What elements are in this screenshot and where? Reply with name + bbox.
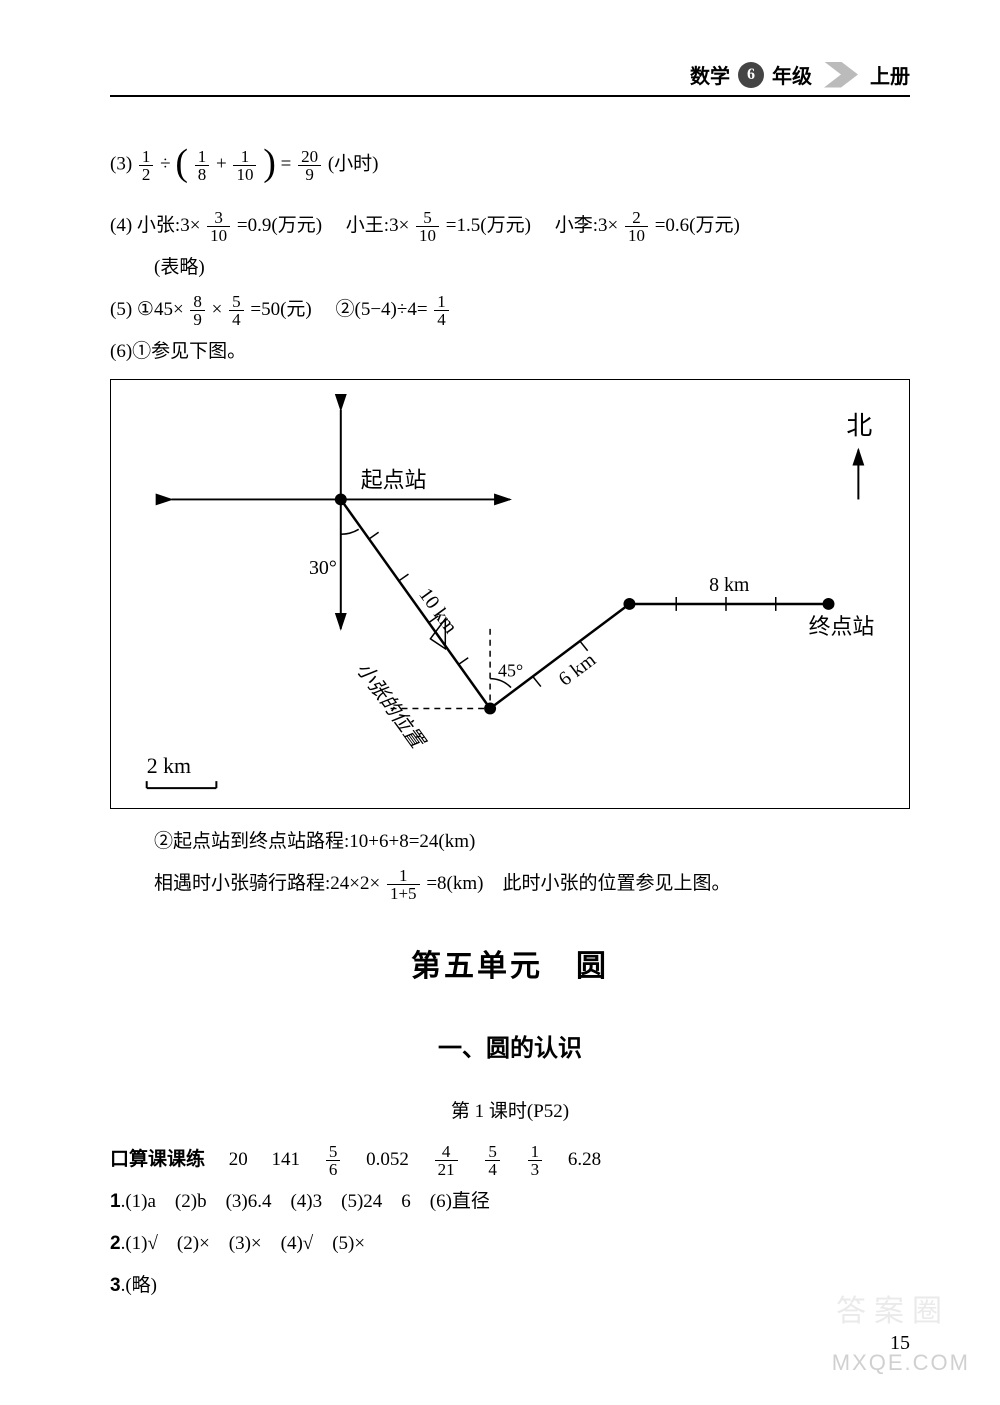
prob-2: 2.(1)√ (2)× (3)× (4)√ (5)× <box>110 1225 910 1263</box>
svg-text:小张的位置: 小张的位置 <box>352 659 429 754</box>
content-area: (3) 12 ÷ ( 18 + 110 ) = 209 (小时) (4) 小张:… <box>110 127 910 1305</box>
volume-label: 上册 <box>870 60 910 89</box>
watermark-en: MXQE.COM <box>832 1351 970 1375</box>
chevron-icon <box>824 62 858 88</box>
watermark-cn: 答案圈 <box>836 1286 950 1330</box>
page-header: 数学 6 年级 上册 <box>110 60 910 97</box>
prob-3: 3.(略) <box>110 1267 910 1305</box>
unit-title: 第五单元 圆 <box>110 937 910 997</box>
kousuan-line: 口算课课练 20 141 56 0.052 421 54 13 6.28 <box>110 1141 910 1179</box>
svg-text:8 km: 8 km <box>709 574 750 596</box>
answer-6-intro: (6)①参见下图。 <box>110 333 910 371</box>
lesson-title: 第 1 课时(P52) <box>110 1093 910 1131</box>
svg-text:2 km: 2 km <box>147 753 191 778</box>
sub-title: 一、圆的认识 <box>110 1025 910 1073</box>
route-diagram: 北 起点站 30° 10 km 小张的位置 <box>110 379 910 809</box>
svg-text:起点站: 起点站 <box>361 467 427 492</box>
answer-4-note: (表略) <box>110 249 910 287</box>
svg-text:终点站: 终点站 <box>809 614 875 639</box>
grade-badge: 6 <box>738 62 764 88</box>
answer-5: (5) ①45× 89 × 54 =50(元) ②(5−4)÷4= 14 <box>110 291 910 329</box>
answer-3: (3) 12 ÷ ( 18 + 110 ) = 209 (小时) <box>110 127 910 203</box>
north-label: 北 <box>846 412 872 441</box>
answer-6b-1: ②起点站到终点站路程:10+6+8=24(km) <box>110 823 910 861</box>
prob-1: 1.(1)a (2)b (3)6.4 (4)3 (5)24 6 (6)直径 <box>110 1183 910 1221</box>
svg-text:45°: 45° <box>498 661 523 681</box>
answer-4: (4) 小张:3× 310 =0.9(万元) 小王:3× 510 =1.5(万元… <box>110 207 910 245</box>
fraction: 12 <box>139 148 154 183</box>
svg-text:30°: 30° <box>309 557 337 579</box>
answer-6b-2: 相遇时小张骑行路程:24×2× 11+5 =8(km) 此时小张的位置参见上图。 <box>110 865 910 903</box>
subject-label: 数学 <box>690 60 730 89</box>
grade-suffix: 年级 <box>772 60 812 89</box>
